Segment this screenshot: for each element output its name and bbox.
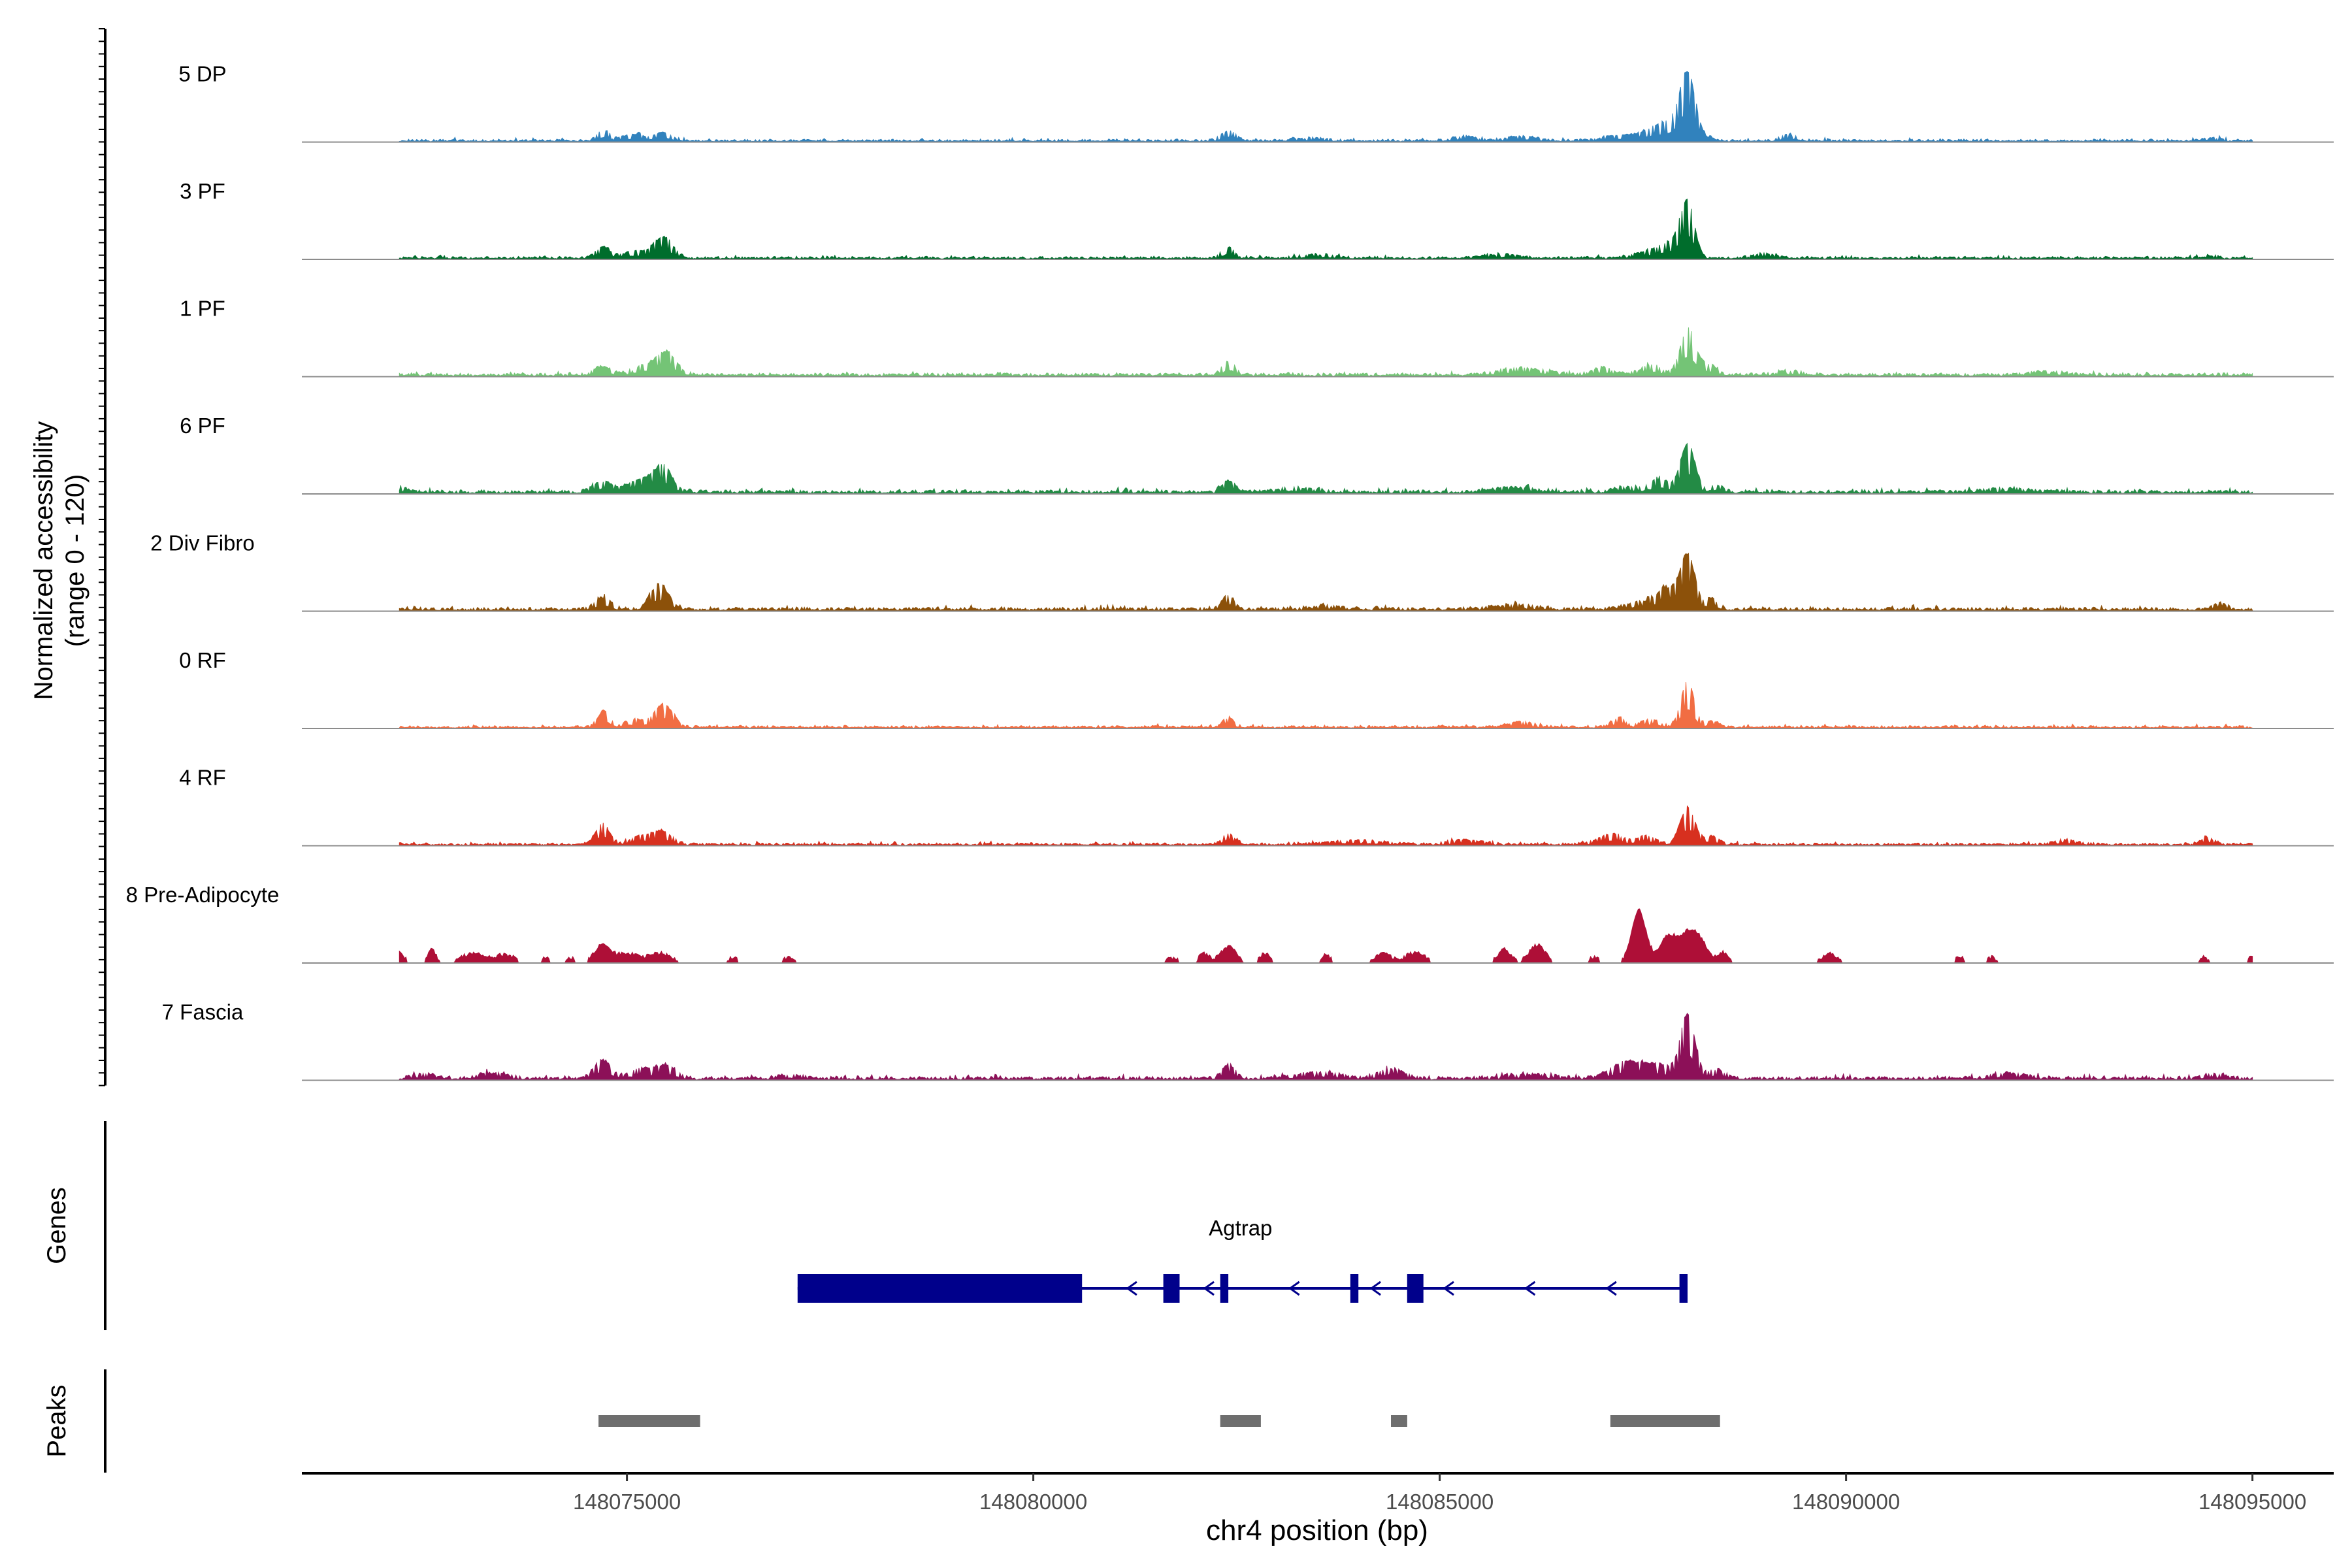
gene-name-label: Agtrap: [1209, 1216, 1272, 1240]
gene-strand-arrow: [1126, 1281, 1137, 1296]
coverage-area: [399, 681, 2253, 729]
gene-strand-arrow: [1203, 1281, 1215, 1296]
coverage-axis-ticks: [99, 28, 105, 1086]
gene-exon: [1163, 1274, 1180, 1303]
track-label: 7 Fascia: [162, 1000, 244, 1024]
gene-strand-arrow: [1443, 1281, 1454, 1296]
peak-region: [598, 1415, 700, 1427]
coverage-area: [399, 908, 2253, 964]
coverage-y-axis: Normalized accessibility (range 0 - 120): [29, 28, 106, 1086]
gene-exon: [797, 1274, 1083, 1303]
x-axis-ticks: 148075000 148080000 148085000 148090000 1480…: [573, 1473, 2306, 1514]
x-tick-label: 148080000: [979, 1490, 1087, 1514]
gene-exon: [1407, 1274, 1424, 1303]
track-2-div-fibro: 2 Div Fibro: [150, 531, 2334, 612]
track-1-pf: 1 PF: [180, 297, 2334, 378]
track-6-pf: 6 PF: [180, 414, 2334, 495]
track-8-pre-adipocyte: 8 Pre-Adipocyte: [126, 883, 2334, 964]
gene-exon: [1679, 1274, 1688, 1303]
track-3-pf: 3 PF: [180, 179, 2334, 260]
coverage-area: [399, 442, 2253, 495]
coverage-area: [399, 198, 2253, 260]
gene-exon: [1350, 1274, 1359, 1303]
track-7-fascia: 7 Fascia: [162, 1000, 2334, 1081]
coverage-tracks: 5 DP 3 PF 1 PF 6 PF 2 Div Fibro 0 RF 4 RF 8 Pre…: [126, 62, 2334, 1081]
coverage-area: [399, 805, 2253, 846]
track-label: 4 RF: [179, 766, 226, 790]
x-axis-label: chr4 position (bp): [1206, 1514, 1428, 1546]
track-label: 8 Pre-Adipocyte: [126, 883, 280, 907]
x-tick-label: 148095000: [2198, 1490, 2306, 1514]
gene-strand-arrow: [1524, 1281, 1536, 1296]
y-axis-label-line2: (range 0 - 120): [61, 474, 90, 647]
coverage-area: [399, 327, 2253, 377]
x-tick-label: 148085000: [1386, 1490, 1494, 1514]
peaks-track-label: Peaks: [42, 1384, 71, 1457]
x-tick-label: 148075000: [573, 1490, 681, 1514]
peak-region: [1220, 1415, 1261, 1427]
track-label: 3 PF: [180, 179, 225, 203]
track-label: 1 PF: [180, 297, 225, 321]
track-5-dp: 5 DP: [178, 62, 2334, 143]
genes-track: Genes Agtrap: [42, 1121, 1688, 1330]
peak-region: [1610, 1415, 1720, 1427]
track-label: 5 DP: [178, 62, 226, 86]
gene-strand-arrow: [1369, 1281, 1381, 1296]
peak-region: [1391, 1415, 1407, 1427]
coverage-area: [399, 1013, 2253, 1081]
track-label: 0 RF: [179, 648, 226, 672]
y-axis-label-line1: Normalized accessibility: [29, 421, 58, 700]
peaks-track: Peaks: [42, 1369, 1720, 1473]
coverage-area: [399, 552, 2253, 612]
gene-exon: [1220, 1274, 1229, 1303]
x-tick-label: 148090000: [1792, 1490, 1900, 1514]
coverage-area: [399, 71, 2253, 142]
track-4-rf: 4 RF: [179, 766, 2334, 847]
gene-strand-arrow: [1605, 1281, 1617, 1296]
track-label: 6 PF: [180, 414, 225, 438]
track-label: 2 Div Fibro: [150, 531, 255, 555]
x-axis: 148075000 148080000 148085000 148090000 1480…: [302, 1472, 2334, 1546]
peak-regions: [598, 1415, 1720, 1427]
gene-model-agtrap: [797, 1274, 1688, 1303]
track-0-rf: 0 RF: [179, 648, 2334, 729]
genes-track-label: Genes: [42, 1187, 71, 1264]
gene-strand-arrow: [1288, 1281, 1300, 1296]
